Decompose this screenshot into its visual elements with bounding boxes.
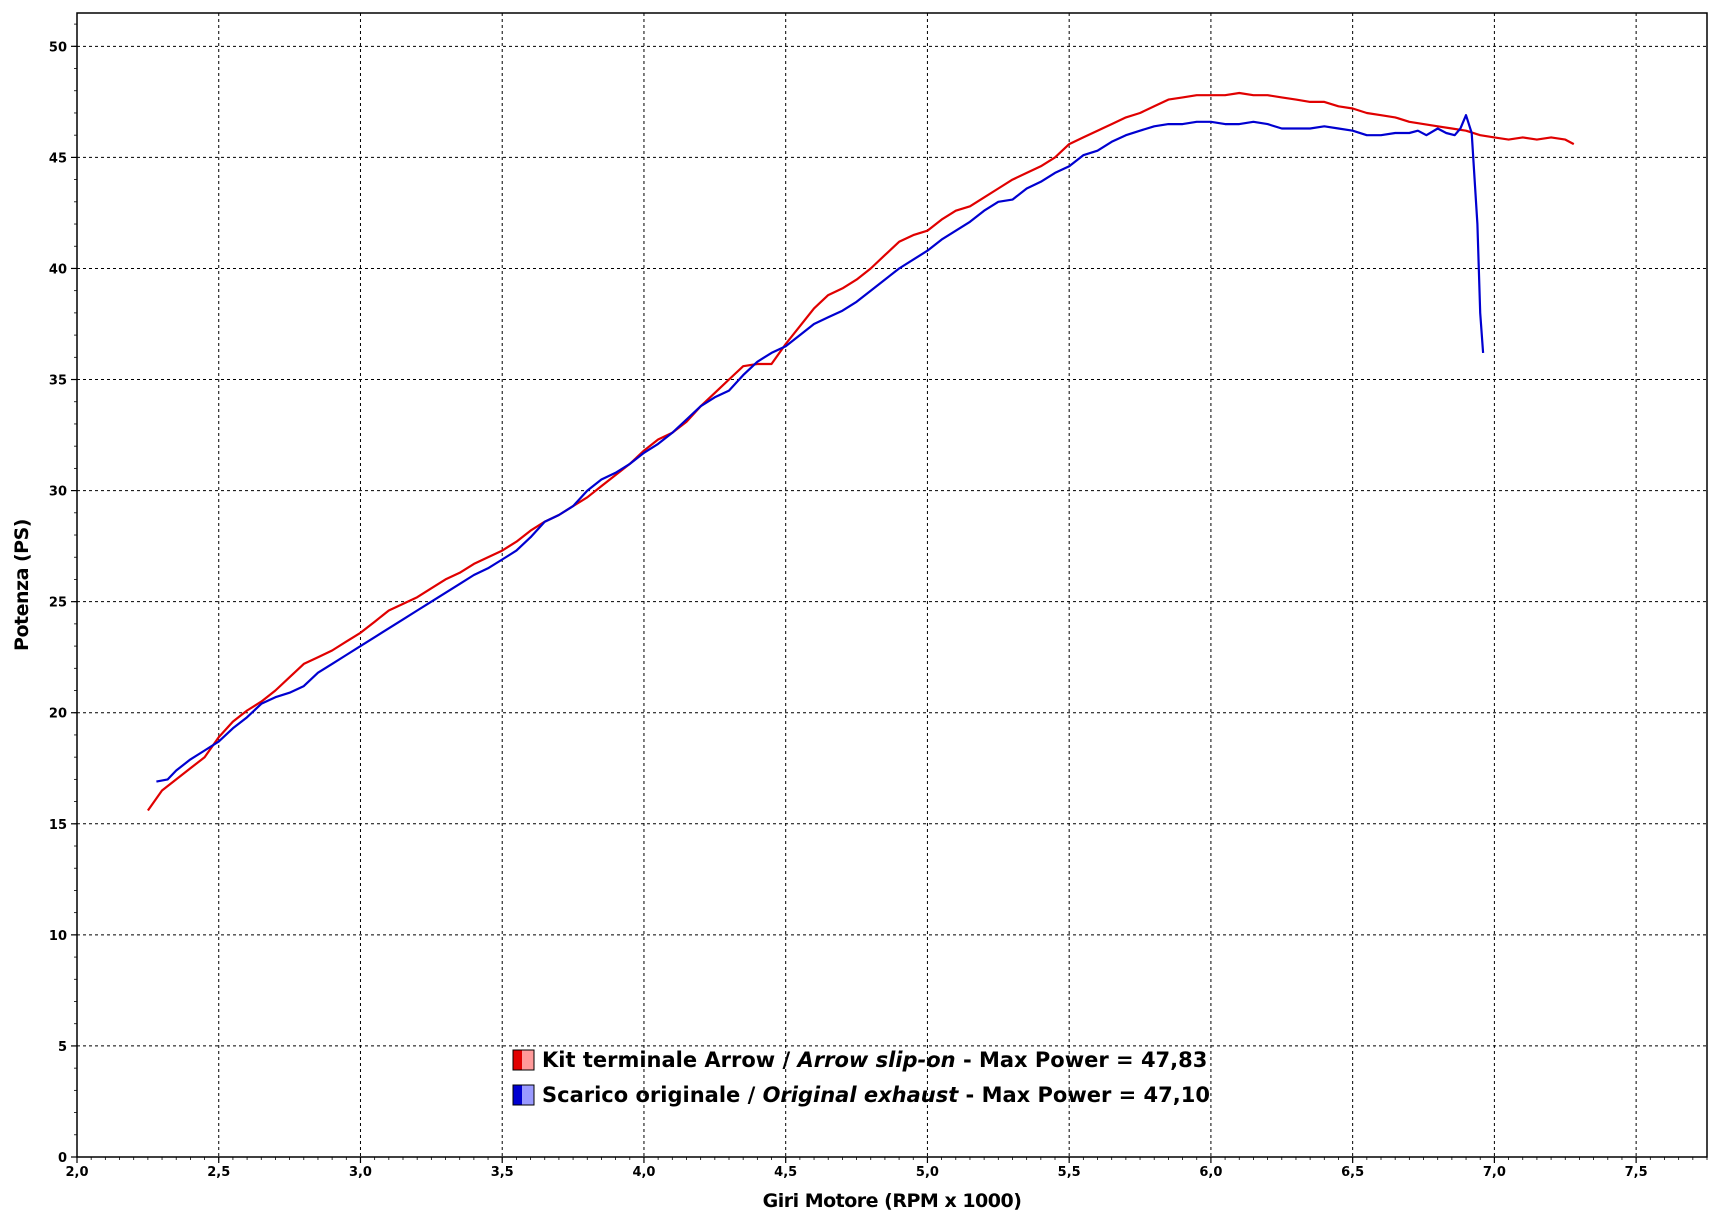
y-tick-label: 50 <box>49 40 67 55</box>
legend-swatch-light <box>522 1085 534 1105</box>
x-tick-label: 4,0 <box>632 1165 655 1180</box>
legend-swatch-dark <box>513 1050 522 1070</box>
plot-frame <box>76 12 1708 1158</box>
legend-label-part: - Max Power = 47,10 <box>958 1083 1210 1107</box>
legend-swatch-border <box>512 1049 535 1071</box>
legend-item-2: Scarico originale / Original exhaust - M… <box>512 1083 1210 1107</box>
legend-swatch-light <box>522 1050 534 1070</box>
y-tick-label: 0 <box>58 1151 67 1166</box>
legend-label-italic: Arrow slip-on <box>796 1048 956 1072</box>
y-tick-label: 45 <box>49 151 67 166</box>
legend: Kit terminale Arrow / Arrow slip-on - Ma… <box>512 1048 1210 1107</box>
y-tick-label: 40 <box>49 262 67 277</box>
x-tick-label: 2,5 <box>207 1165 230 1180</box>
legend-label: Scarico originale / Original exhaust - M… <box>542 1083 1210 1107</box>
y-tick-label: 25 <box>49 596 67 611</box>
y-tick-label: 35 <box>49 374 67 389</box>
x-tick-label: 4,5 <box>774 1165 797 1180</box>
y-tick-label: 30 <box>49 485 67 500</box>
legend-item-1: Kit terminale Arrow / Arrow slip-on - Ma… <box>512 1048 1207 1072</box>
legend-swatch-dark <box>513 1085 522 1105</box>
series-line-2 <box>156 114 1485 783</box>
x-axis-title: Giri Motore (RPM x 1000) <box>763 1190 1022 1212</box>
legend-label: Kit terminale Arrow / Arrow slip-on - Ma… <box>542 1048 1207 1072</box>
legend-swatch-border <box>512 1084 535 1106</box>
y-tick-label: 20 <box>49 707 67 722</box>
y-tick-label: 10 <box>49 929 67 944</box>
legend-label-part: Kit terminale Arrow / <box>542 1048 798 1072</box>
legend-label-part: - Max Power = 47,83 <box>956 1048 1208 1072</box>
x-tick-label: 5,5 <box>1058 1165 1081 1180</box>
x-tick-label: 7,5 <box>1625 1165 1648 1180</box>
x-tick-label: 2,0 <box>65 1165 88 1180</box>
legend-label-part: Scarico originale / <box>542 1083 763 1107</box>
x-tick-label: 6,0 <box>1199 1165 1222 1180</box>
x-tick-label: 6,5 <box>1341 1165 1364 1180</box>
x-tick-label: 7,0 <box>1483 1165 1506 1180</box>
x-tick-label: 3,0 <box>349 1165 372 1180</box>
series-lines <box>147 91 1575 812</box>
legend-label-italic: Original exhaust <box>763 1083 960 1107</box>
y-axis-title: Potenza (PS) <box>11 519 33 651</box>
x-tick-label: 5,0 <box>916 1165 939 1180</box>
axis-ticks: 2,0 2,5 3,0 3,5 4,0 4,5 5,0 5,5 6,0 6,5 7,0 7,5 0 5 10… <box>49 23 1708 1180</box>
x-tick-label: 3,5 <box>491 1165 514 1180</box>
y-tick-label: 15 <box>49 818 67 833</box>
grid-lines <box>77 13 1707 1157</box>
series-line-1 <box>147 91 1575 812</box>
y-tick-label: 5 <box>58 1040 67 1055</box>
